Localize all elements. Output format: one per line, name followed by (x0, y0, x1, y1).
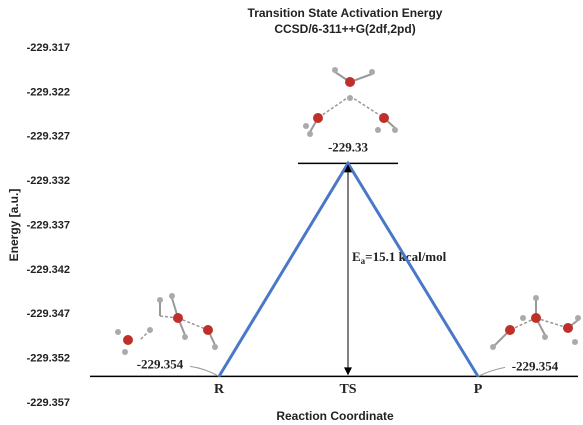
y-tick-label: -229.327 (27, 131, 70, 143)
arrow-head-bottom (344, 367, 352, 375)
data-label: -229.354 (137, 356, 184, 371)
annotation-symbol: E (352, 249, 361, 264)
leader-line (478, 367, 505, 376)
chart-subtitle: CCSD/6-311++G(2df,2pd) (274, 22, 415, 36)
molecule-product (490, 295, 581, 350)
y-tick-label: -229.347 (27, 308, 70, 320)
molecule-reactant (115, 293, 218, 355)
y-tick-label: -229.317 (27, 42, 70, 54)
leader-line (190, 366, 219, 376)
x-tick-label: TS (339, 382, 356, 397)
x-tick-label: P (474, 382, 483, 397)
y-axis-label: Energy [a.u.] (7, 189, 21, 262)
y-tick-label: -229.357 (27, 397, 70, 409)
y-tick-label: -229.322 (27, 86, 70, 98)
data-label: -229.354 (512, 358, 559, 373)
data-label: -229.33 (328, 139, 369, 154)
chart: Transition State Activation Energy CCSD/… (0, 0, 583, 425)
chart-title: Transition State Activation Energy (248, 6, 443, 20)
x-tick-label: R (214, 382, 225, 397)
y-tick-label: -229.352 (27, 353, 70, 365)
y-tick-label: -229.342 (27, 264, 70, 276)
y-tick-label: -229.332 (27, 175, 70, 187)
molecule-transition-state (303, 67, 398, 137)
y-tick-label: -229.337 (27, 219, 70, 231)
x-axis-label: Reaction Coordinate (276, 409, 394, 423)
activation-energy-label: Ea=15.1 kcal/mol (352, 249, 447, 266)
